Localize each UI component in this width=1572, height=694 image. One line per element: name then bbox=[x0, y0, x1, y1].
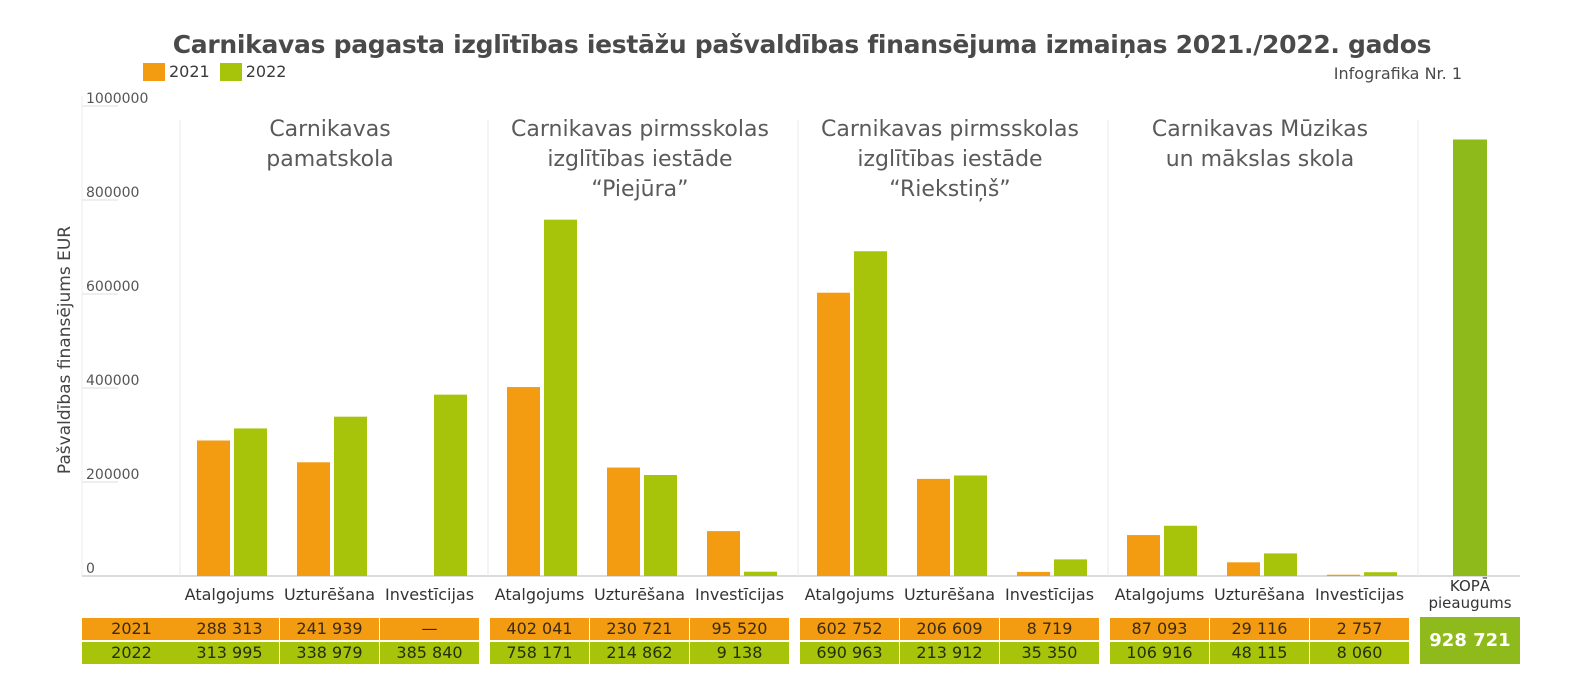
legend-label-2021: 2021 bbox=[169, 62, 210, 81]
value-cell-2021: — bbox=[380, 618, 479, 640]
legend: 2021 2022 bbox=[143, 62, 286, 81]
bar-2022 bbox=[1164, 525, 1197, 576]
category-label: Atalgojums bbox=[184, 585, 275, 604]
bar-2022 bbox=[544, 219, 577, 576]
legend-swatch-2021 bbox=[143, 62, 165, 81]
value-cell-2022: 338 979 bbox=[280, 642, 379, 664]
value-cell-2022: 48 115 bbox=[1210, 642, 1309, 664]
value-cell-2022: 214 862 bbox=[590, 642, 689, 664]
bar-2022 bbox=[234, 428, 267, 576]
legend-swatch-2022 bbox=[219, 62, 242, 81]
value-cell-2022: 690 963 bbox=[800, 642, 899, 664]
total-label: KOPĀ pieaugums bbox=[1420, 578, 1520, 612]
value-cell-2022: 8 060 bbox=[1310, 642, 1409, 664]
value-cell-2021: 87 093 bbox=[1110, 618, 1209, 640]
infographic-number: Infografika Nr. 1 bbox=[1333, 64, 1462, 83]
category-label: Investīcijas bbox=[1004, 585, 1095, 604]
value-cell-2021: 95 520 bbox=[690, 618, 789, 640]
y-tick-label: 0 bbox=[86, 561, 95, 577]
group-title-line: izglītības iestāde bbox=[547, 147, 733, 172]
value-cell-2022: 35 350 bbox=[1000, 642, 1099, 664]
category-label: Atalgojums bbox=[494, 585, 585, 604]
legend-item-2021: 2021 bbox=[143, 62, 210, 81]
category-label: Uzturēšana bbox=[283, 585, 376, 604]
bar-2021 bbox=[707, 531, 740, 576]
bar-2021 bbox=[297, 462, 330, 576]
category-label: Investīcijas bbox=[1314, 585, 1405, 604]
total-value: 928 721 bbox=[1420, 617, 1520, 664]
group-title-line: “Piejūra” bbox=[591, 177, 689, 202]
value-cell-2022: 758 171 bbox=[490, 642, 589, 664]
category-label: Uzturēšana bbox=[1213, 585, 1306, 604]
value-cell-2021: 230 721 bbox=[590, 618, 689, 640]
group-title: Carnikavas Mūzikas un mākslas skola bbox=[1110, 115, 1410, 175]
value-cell-2022: 385 840 bbox=[380, 642, 479, 664]
bar-2021 bbox=[1127, 535, 1160, 576]
value-cell-2022: 313 995 bbox=[180, 642, 279, 664]
group-title-line: izglītības iestāde bbox=[857, 147, 1043, 172]
y-tick-label: 200000 bbox=[86, 467, 140, 483]
group-title-line: Carnikavas Mūzikas bbox=[1151, 117, 1369, 142]
group-title: Carnikavas pirmsskolas izglītības iestāde… bbox=[490, 115, 790, 205]
group-title-line: Carnikavas pirmsskolas bbox=[821, 117, 1079, 142]
y-tick-label: 600000 bbox=[86, 279, 140, 295]
y-tick-label: 1000000 bbox=[86, 91, 149, 107]
bar-2021 bbox=[917, 478, 950, 576]
value-cell-2021: 2 757 bbox=[1310, 618, 1409, 640]
category-label: Atalgojums bbox=[1114, 585, 1205, 604]
value-cell-2021: 402 041 bbox=[490, 618, 589, 640]
value-cell-2021: 8 719 bbox=[1000, 618, 1099, 640]
group-title-line: Carnikavas bbox=[269, 117, 391, 142]
category-label: Investīcijas bbox=[384, 585, 475, 604]
category-label: Atalgojums bbox=[804, 585, 895, 604]
group-title-line: Carnikavas pirmsskolas bbox=[511, 117, 769, 142]
legend-label-2022: 2022 bbox=[245, 62, 287, 81]
bar-2021 bbox=[817, 292, 850, 576]
bar-2021 bbox=[607, 467, 640, 576]
group-title: Carnikavas pirmsskolas izglītības iestāde… bbox=[800, 115, 1100, 205]
bar-2021 bbox=[1327, 574, 1360, 576]
bar-2022 bbox=[1054, 559, 1087, 576]
bar-2021 bbox=[1017, 571, 1050, 576]
category-label: Uzturēšana bbox=[593, 585, 686, 604]
value-cell-2021: 602 752 bbox=[800, 618, 899, 640]
row-label-2022: 2022 bbox=[82, 642, 181, 664]
bar-2022 bbox=[434, 394, 467, 576]
group-title-line: “Riekstiņš” bbox=[889, 177, 1011, 202]
bar-2022 bbox=[854, 251, 887, 577]
group-title: Carnikavas pamatskola bbox=[180, 115, 480, 175]
group-title-line: un mākslas skola bbox=[1165, 147, 1355, 172]
value-cell-2022: 106 916 bbox=[1110, 642, 1209, 664]
row-label-2021: 2021 bbox=[82, 618, 181, 640]
value-cell-2022: 9 138 bbox=[690, 642, 789, 664]
bar-2022 bbox=[644, 475, 677, 576]
legend-item-2022: 2022 bbox=[219, 62, 287, 81]
value-cell-2021: 29 116 bbox=[1210, 618, 1309, 640]
category-label: Investīcijas bbox=[694, 585, 785, 604]
total-label-line: pieaugums bbox=[1428, 594, 1512, 612]
value-cell-2021: 288 313 bbox=[180, 618, 279, 640]
value-cell-2021: 206 609 bbox=[900, 618, 999, 640]
group-title-line: pamatskola bbox=[266, 147, 394, 172]
bar-2022 bbox=[954, 475, 987, 576]
value-cell-2022: 213 912 bbox=[900, 642, 999, 664]
bar-2021 bbox=[197, 440, 230, 576]
bar-total bbox=[1453, 139, 1487, 576]
bar-2022 bbox=[1264, 553, 1297, 576]
category-label: Uzturēšana bbox=[903, 585, 996, 604]
bar-2022 bbox=[334, 416, 367, 576]
chart-title: Carnikavas pagasta izglītības iestāžu pa… bbox=[172, 30, 1432, 59]
y-axis-label: Pašvaldības finansējums EUR bbox=[55, 225, 75, 475]
bar-2021 bbox=[507, 387, 540, 576]
bar-2021 bbox=[1227, 562, 1260, 576]
bar-2022 bbox=[744, 571, 777, 576]
y-tick-label: 400000 bbox=[86, 373, 140, 389]
total-label-line: KOPĀ bbox=[1449, 577, 1491, 595]
bar-2022 bbox=[1364, 572, 1397, 576]
value-cell-2021: 241 939 bbox=[280, 618, 379, 640]
y-tick-label: 800000 bbox=[86, 185, 140, 201]
